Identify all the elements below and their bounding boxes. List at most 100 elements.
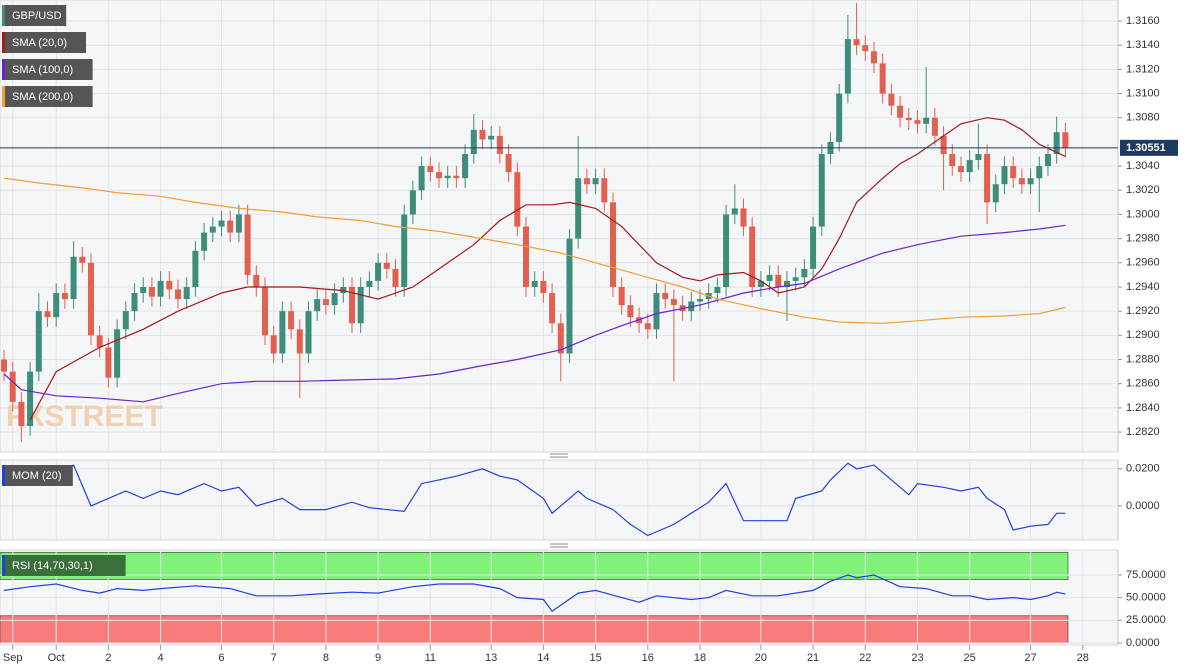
legend-box[interactable] (2, 59, 93, 80)
x-tick-label: 22 (859, 652, 871, 664)
candle-body (775, 274, 782, 287)
candle-body (253, 274, 260, 287)
candle-body (366, 280, 373, 287)
candle-body (1044, 154, 1051, 167)
candle-body (966, 160, 973, 173)
legend-box[interactable] (2, 465, 73, 486)
candle-body (914, 120, 921, 124)
legend-swatch (2, 86, 5, 107)
candle-body (357, 286, 364, 324)
y-tick-label: 1.3020 (1126, 184, 1160, 196)
candle-body (531, 280, 538, 287)
candle-body (87, 262, 94, 336)
y-tick-label: 1.2900 (1126, 329, 1160, 341)
candle-body (1027, 178, 1034, 185)
candle-body (810, 226, 817, 269)
candle-body (9, 371, 16, 402)
candle-body (514, 172, 521, 227)
candle-body (192, 250, 199, 287)
candle-body (1001, 166, 1008, 185)
x-tick-label: 9 (375, 652, 381, 664)
legend-box[interactable] (2, 86, 93, 107)
candle-body (322, 299, 329, 306)
candle-body (375, 262, 382, 281)
candle-body (435, 172, 442, 179)
candle-body (879, 63, 886, 94)
candle-body (488, 135, 495, 140)
last-price-label: 1.30551 (1126, 142, 1166, 154)
candle-body (740, 208, 747, 227)
x-tick-label: 27 (1024, 652, 1036, 664)
candle-body (957, 166, 964, 173)
legend-box[interactable] (2, 32, 86, 53)
x-tick-label: 28 (1077, 652, 1089, 664)
candle-body (44, 311, 51, 318)
y-tick-label: 1.3100 (1126, 87, 1160, 99)
candle-body (923, 117, 930, 124)
candle-body (557, 323, 564, 354)
x-tick-label: 2 (105, 652, 111, 664)
candle-body (462, 154, 469, 179)
y-tick-label: 1.2960 (1126, 257, 1160, 269)
candle-body (670, 299, 677, 306)
candle-body (792, 277, 799, 281)
y-tick-label: 1.3160 (1126, 15, 1160, 27)
y-tick-label: 0.0000 (1126, 637, 1160, 649)
candle-body (783, 280, 790, 287)
candle-body (1, 359, 8, 372)
candle-body (601, 178, 608, 203)
candle-body (583, 178, 590, 185)
candle-body (1018, 178, 1025, 185)
x-tick-label: 8 (323, 652, 329, 664)
candle-body (218, 220, 225, 227)
candle-body (270, 335, 277, 354)
candle-body (470, 129, 477, 155)
candle-body (1062, 132, 1069, 148)
last-price-box (1120, 139, 1178, 156)
candle-body (409, 190, 416, 215)
indicator-line (3, 462, 1066, 537)
x-tick-label: 21 (807, 652, 819, 664)
candle-body (453, 175, 460, 179)
candle-body (888, 93, 895, 106)
candle-body (1053, 132, 1060, 155)
candle-body (131, 293, 138, 312)
legend-label: SMA (200,0) (12, 91, 73, 103)
x-tick-label: 4 (158, 652, 164, 664)
candle-body (836, 93, 843, 142)
candle-body (244, 214, 251, 275)
x-tick-label: 7 (271, 652, 277, 664)
legend-box[interactable] (2, 555, 126, 576)
x-tick-label: 6 (218, 652, 224, 664)
candle-body (949, 154, 956, 167)
candle-body (897, 105, 904, 118)
legend-label: SMA (100,0) (12, 64, 73, 76)
candle-body (122, 311, 129, 330)
candle-body (288, 311, 295, 330)
y-tick-label: 1.2920 (1126, 305, 1160, 317)
candle-body (992, 184, 999, 203)
y-tick-label: 1.2820 (1126, 426, 1160, 438)
legend-box[interactable] (2, 5, 67, 26)
candle-body (723, 214, 730, 287)
x-tick-label: 20 (755, 652, 767, 664)
candle-body (731, 208, 738, 215)
candle-body (984, 154, 991, 203)
candle-body (505, 154, 512, 173)
legend-swatch (2, 32, 5, 53)
candle-body (766, 274, 773, 281)
legend-label: RSI (14,70,30,1) (12, 560, 93, 572)
candle-body (496, 135, 503, 155)
x-tick-label: 13 (485, 652, 497, 664)
candle-body (383, 262, 390, 269)
y-tick-label: 1.2860 (1126, 378, 1160, 390)
candle-body (105, 347, 112, 378)
plot-area (0, 0, 1119, 453)
candle-body (566, 238, 573, 354)
indicator-line (3, 224, 1066, 403)
x-tick-label: 15 (589, 652, 601, 664)
candle-body (61, 293, 68, 300)
candle-body (348, 286, 355, 324)
legend-swatch (2, 5, 5, 26)
legend-label: MOM (20) (12, 470, 62, 482)
